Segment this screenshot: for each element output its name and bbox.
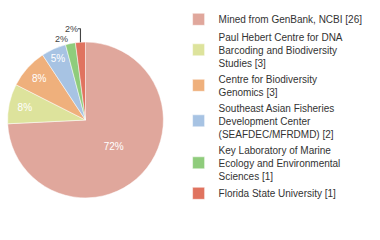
svg-text:Paul Hebert Centre for DNABarc: Paul Hebert Centre for DNABarcoding and …: [219, 32, 343, 69]
svg-text:8%: 8%: [18, 102, 33, 113]
svg-text:72%: 72%: [104, 141, 124, 152]
svg-text:Florida State University [1]: Florida State University [1]: [219, 188, 336, 199]
svg-text:8%: 8%: [32, 73, 47, 84]
svg-text:2%: 2%: [65, 24, 78, 34]
svg-text:Mined from GenBank, NCBI [26]: Mined from GenBank, NCBI [26]: [219, 14, 363, 25]
svg-text:Southeast Asian FisheriesDevel: Southeast Asian FisheriesDevelopment Cen…: [219, 103, 335, 140]
svg-text:5%: 5%: [51, 53, 66, 64]
svg-text:Key Laboratory of MarineEcolog: Key Laboratory of MarineEcology and Envi…: [219, 145, 341, 182]
svg-text:2%: 2%: [55, 34, 68, 44]
svg-text:Centre for BiodiversityGenomic: Centre for BiodiversityGenomics [3]: [219, 74, 317, 98]
